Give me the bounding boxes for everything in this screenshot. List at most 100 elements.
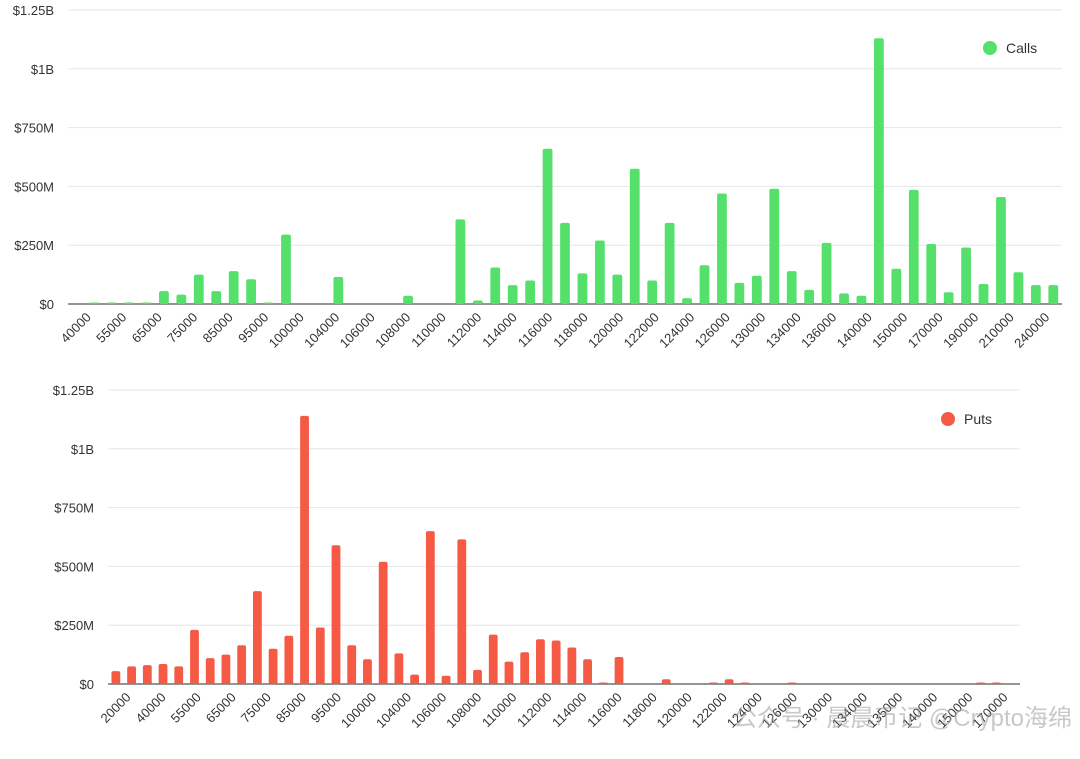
puts-bar[interactable] [190, 629, 199, 684]
calls-x-tick-label: 106000 [337, 310, 378, 351]
calls-bar[interactable] [472, 300, 483, 304]
calls-bar[interactable] [124, 302, 134, 305]
calls-bar[interactable] [751, 275, 762, 304]
calls-bar[interactable] [246, 279, 256, 304]
puts-bar[interactable] [394, 653, 404, 684]
calls-bar[interactable] [263, 302, 274, 305]
puts-bar[interactable] [425, 531, 435, 684]
puts-bar[interactable] [488, 634, 498, 684]
puts-bar[interactable] [740, 682, 750, 685]
calls-bar[interactable] [159, 291, 169, 304]
calls-bar[interactable] [403, 295, 413, 304]
calls-bar[interactable] [211, 291, 222, 304]
calls-bar[interactable] [612, 274, 623, 304]
puts-bar[interactable] [378, 561, 388, 684]
calls-bar[interactable] [560, 222, 570, 304]
calls-bar[interactable] [525, 280, 536, 304]
calls-bar[interactable] [594, 240, 605, 304]
calls-bar[interactable] [193, 274, 204, 304]
calls-bar[interactable] [176, 294, 187, 304]
calls-bar[interactable] [874, 38, 884, 304]
calls-bar[interactable] [333, 276, 344, 304]
puts-bar[interactable] [142, 665, 152, 684]
calls-x-tick-label: 75000 [164, 310, 200, 346]
puts-bar[interactable] [331, 545, 341, 684]
calls-bar[interactable] [542, 148, 553, 304]
calls-bar[interactable] [507, 285, 518, 304]
calls-bar[interactable] [490, 267, 501, 304]
calls-bar[interactable] [856, 295, 867, 304]
calls-bar[interactable] [682, 298, 692, 304]
puts-bar[interactable] [457, 539, 467, 684]
calls-x-tick-label: 112000 [444, 310, 485, 351]
calls-bar[interactable] [228, 271, 239, 304]
calls-bar[interactable] [961, 247, 971, 304]
calls-x-tick-label: 130000 [727, 310, 768, 351]
calls-bar[interactable] [943, 292, 954, 304]
calls-bar[interactable] [647, 280, 658, 304]
calls-x-tick-label: 110000 [408, 310, 449, 351]
puts-bar[interactable] [268, 648, 278, 684]
calls-bar[interactable] [717, 193, 727, 304]
puts-x-tick-label: 20000 [97, 690, 133, 726]
calls-bar[interactable] [89, 302, 100, 305]
puts-bar[interactable] [567, 647, 577, 684]
puts-bar[interactable] [598, 682, 608, 685]
calls-bar[interactable] [1048, 285, 1059, 304]
calls-bar[interactable] [769, 188, 780, 304]
watermark: 公众号 · 晨晨币记 @Crypto海绵 [733, 705, 1072, 732]
puts-x-tick-label: 104000 [373, 690, 414, 731]
puts-bar[interactable] [252, 591, 262, 684]
calls-bar[interactable] [926, 244, 937, 304]
puts-bar[interactable] [976, 682, 986, 685]
puts-bar[interactable] [520, 652, 530, 684]
puts-bar[interactable] [441, 675, 451, 684]
calls-bar[interactable] [629, 168, 640, 304]
puts-bar[interactable] [551, 640, 561, 684]
puts-bar[interactable] [787, 682, 797, 685]
calls-bar[interactable] [734, 282, 745, 304]
puts-bar[interactable] [504, 661, 514, 684]
calls-bar[interactable] [821, 242, 832, 304]
puts-bar[interactable] [111, 671, 121, 684]
puts-bar[interactable] [237, 645, 247, 684]
puts-y-tick-label: $1.25B [53, 383, 94, 398]
puts-bar[interactable] [158, 664, 168, 684]
calls-bar[interactable] [804, 289, 815, 304]
calls-bar[interactable] [455, 219, 466, 304]
puts-bar[interactable] [347, 645, 357, 684]
puts-bar[interactable] [614, 656, 624, 684]
puts-bar[interactable] [661, 679, 671, 684]
calls-bar[interactable] [577, 273, 588, 304]
calls-bar[interactable] [891, 268, 902, 304]
calls-legend[interactable]: Calls [983, 40, 1037, 56]
calls-bar[interactable] [786, 271, 797, 304]
calls-bar[interactable] [1030, 285, 1041, 304]
calls-bar[interactable] [106, 302, 117, 305]
puts-bar[interactable] [992, 682, 1001, 685]
puts-bar[interactable] [174, 666, 184, 684]
puts-bar[interactable] [708, 682, 718, 685]
puts-bar[interactable] [536, 639, 545, 684]
calls-bar[interactable] [908, 189, 919, 304]
calls-bar[interactable] [141, 302, 152, 305]
puts-bar[interactable] [583, 659, 592, 684]
calls-bar[interactable] [281, 234, 291, 304]
puts-bar[interactable] [205, 658, 215, 684]
puts-bar[interactable] [300, 415, 309, 684]
puts-bar[interactable] [410, 674, 420, 684]
calls-bar[interactable] [839, 293, 849, 304]
calls-bar[interactable] [996, 196, 1006, 304]
puts-bar[interactable] [221, 654, 231, 684]
puts-bar[interactable] [284, 635, 294, 684]
puts-legend[interactable]: Puts [941, 411, 992, 427]
calls-bar[interactable] [699, 265, 710, 304]
calls-bar[interactable] [1013, 272, 1024, 304]
puts-bar[interactable] [363, 659, 372, 684]
calls-bar[interactable] [978, 284, 989, 304]
puts-bar[interactable] [315, 627, 325, 684]
puts-bar[interactable] [473, 669, 482, 684]
calls-bar[interactable] [664, 222, 675, 304]
puts-bar[interactable] [127, 666, 136, 684]
puts-bar[interactable] [724, 679, 734, 684]
